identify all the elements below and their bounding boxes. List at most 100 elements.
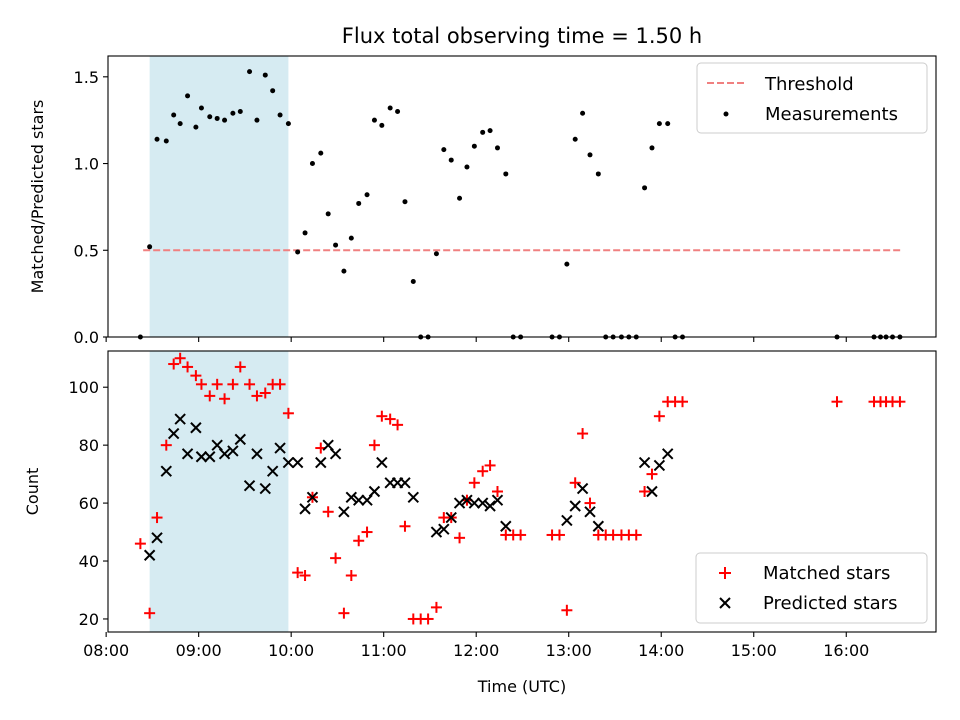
predicted-stars-point [461,494,473,506]
measurements-point [247,69,253,75]
predicted-stars-point [195,451,208,463]
predicted-stars-point [291,456,304,469]
matched-stars-point [234,361,246,373]
predicted-stars-point [445,511,457,524]
predicted-stars-point [329,448,342,460]
measurements-point [318,150,324,156]
matched-stars-point [477,465,489,477]
measurements-point [309,161,315,167]
top-axes: 0.0 0.5 1.0 1.5 [74,68,847,347]
bottom-y-tick-label: 20 [79,610,99,629]
matched-stars-point [174,352,186,364]
matched-stars-point [484,459,496,471]
predicted-stars-point [430,526,443,538]
measurements-point [364,192,370,198]
predicted-stars-point [638,456,651,469]
predicted-stars-point [167,427,180,440]
top-plot-marks [137,69,903,340]
matched-stars-point [384,413,396,425]
measurements-legend-label: Measurements [765,104,898,125]
bottom-x-tick-label: 09:00 [176,641,222,660]
measurements-point [433,251,439,257]
predicted-stars-point [584,506,596,518]
predicted-stars-point [353,494,365,506]
measurements-point [295,249,301,255]
matched-stars-point [569,477,581,489]
measurements-point [270,88,276,94]
measurements-point [642,185,648,191]
matched-stars-point [190,370,202,382]
bottom-legend-box [695,552,928,624]
predicted-stars-point [453,497,466,509]
matched-stars-point [422,613,434,625]
matched-stars-point [376,410,388,422]
predicted-stars-point [662,448,674,460]
measurements-point [402,199,408,205]
predicted-stars-point [227,445,239,457]
matched-stars-point [330,552,342,564]
bottom-axes: 20 40 60 80 100 08:00 09:00 10:00 11:00 12:00 13:0… [68,378,869,660]
measurements-point [185,93,191,99]
bottom-legend: Matched stars Predicted stars [695,552,928,624]
top-y-tick-label: 0.0 [74,328,99,347]
predicted-stars-point [500,520,512,532]
matched-stars-point [399,520,411,532]
measurements-point [230,110,236,116]
top-y-tick-label: 0.5 [74,241,99,260]
predicted-stars-point [181,448,194,460]
bottom-x-tick-label: 12:00 [453,641,499,660]
predicted-stars-point [282,456,295,469]
measurements-point [302,230,308,236]
top-highlight-interval [149,56,289,337]
predicted-stars-point [315,456,327,469]
matched-stars-point [195,378,207,390]
predicted-stars-point [338,506,350,518]
predicted-stars-point [476,497,489,509]
predicted-stars-point [569,500,581,512]
bottom-y-tick-label: 60 [79,494,99,513]
predicted-stars-point [143,549,156,561]
predicted-stars-point [376,456,388,469]
measurements-point [171,112,177,118]
matched-stars-point [160,439,172,451]
predicted-stars-point [399,477,411,489]
measurements-point [572,136,578,142]
matched-stars-point [211,378,223,390]
matched-stars-point [274,378,286,390]
bottom-plot-marks [134,352,906,625]
predicted-stars-point [345,491,358,504]
matched-stars-point [653,410,665,422]
matched-stars-point [345,570,357,582]
bottom-x-axis-label: Time (UTC) [477,677,566,696]
predicted-stars-point [251,448,263,460]
predicted-stars-point [259,482,271,495]
matched-stars-point [894,396,906,408]
matched-stars-point [368,439,380,451]
matched-stars-point [468,477,480,489]
predicted-stars-point [368,485,381,498]
predicted-stars-point [160,465,172,477]
measurements-point [163,138,169,144]
figure-title: Flux total observing time = 1.50 h [342,24,702,48]
measurements-point [487,128,493,134]
predicted-stars-point [407,491,420,504]
matched-stars-point [322,506,334,518]
top-legend: Threshold Measurements [696,62,928,134]
predicted-stars-point [592,520,605,532]
measurements-point [441,147,447,153]
matched-stars-point [299,570,311,582]
measurements-point [333,242,339,248]
measurements-point [580,110,586,116]
top-legend-box [696,62,928,134]
bottom-panel: 20 40 60 80 100 08:00 09:00 10:00 11:00 12:00 13:0… [23,350,937,696]
measurements-legend-swatch [723,111,729,117]
matched-stars-point [338,607,350,619]
matched-stars-point [561,604,573,616]
predicted-stars-point [576,482,589,495]
predicted-stars-point [243,479,256,492]
predicted-legend-swatch [719,597,731,609]
matched-stars-point [251,390,263,402]
measurements-point [464,164,470,170]
bottom-x-tick-label: 14:00 [638,641,684,660]
measurements-point [198,105,204,111]
